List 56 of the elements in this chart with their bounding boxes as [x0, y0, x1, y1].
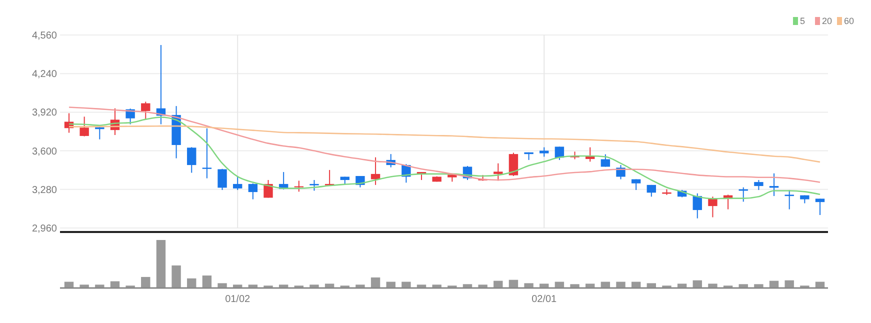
x-tick-label: 01/02: [225, 294, 251, 305]
candlestick: [600, 154, 610, 168]
bar: [356, 284, 365, 288]
bar: [202, 276, 212, 288]
bar: [370, 277, 380, 288]
bar: [524, 283, 534, 288]
candlestick: [310, 179, 319, 192]
candlestick: [187, 146, 196, 174]
candlestick: [692, 192, 702, 219]
bar: [570, 284, 580, 288]
bar: [540, 284, 549, 288]
candlestick: [232, 176, 242, 191]
candlestick: [370, 156, 380, 186]
bar: [646, 283, 656, 288]
candlestick: [494, 162, 503, 182]
bar: [324, 284, 334, 288]
bar: [586, 284, 595, 288]
candlestick: [202, 128, 212, 179]
legend-label: 20: [822, 16, 832, 26]
legend-label: 5: [800, 16, 806, 26]
candlestick: [80, 116, 89, 137]
y-tick-label: 2,960: [32, 224, 58, 234]
bar: [478, 284, 488, 288]
bar: [677, 284, 687, 288]
x-tick-label: 02/01: [532, 294, 558, 305]
y-tick-label: 3,920: [32, 108, 58, 119]
bar: [784, 280, 794, 288]
bar: [95, 284, 104, 288]
bar: [80, 284, 89, 288]
bar: [754, 284, 764, 288]
bar: [616, 282, 626, 288]
candlestick: [554, 146, 564, 160]
bar: [141, 276, 150, 288]
candlestick: [754, 179, 764, 191]
bar: [172, 265, 181, 288]
bar: [432, 284, 442, 288]
bar: [310, 284, 319, 288]
candlestick: [540, 146, 549, 158]
y-tick-label: 3,600: [32, 146, 58, 158]
candlestick: [784, 190, 794, 210]
candlestick: [141, 101, 150, 120]
bar: [218, 283, 227, 288]
candlestick: [294, 180, 304, 192]
candlestick: [815, 198, 825, 216]
y-tick-label: 4,240: [32, 69, 58, 80]
bar: [508, 280, 518, 288]
legend-label: 60: [844, 16, 854, 26]
bar: [187, 278, 196, 288]
candlestick: [508, 152, 518, 177]
y-tick-label: 3,280: [32, 184, 58, 196]
y-tick-label: 4,560: [32, 30, 58, 42]
bar: [708, 284, 718, 288]
candlestick: [218, 168, 227, 191]
candlestick: [248, 182, 258, 200]
bar: [156, 240, 166, 288]
bar: [402, 282, 411, 288]
